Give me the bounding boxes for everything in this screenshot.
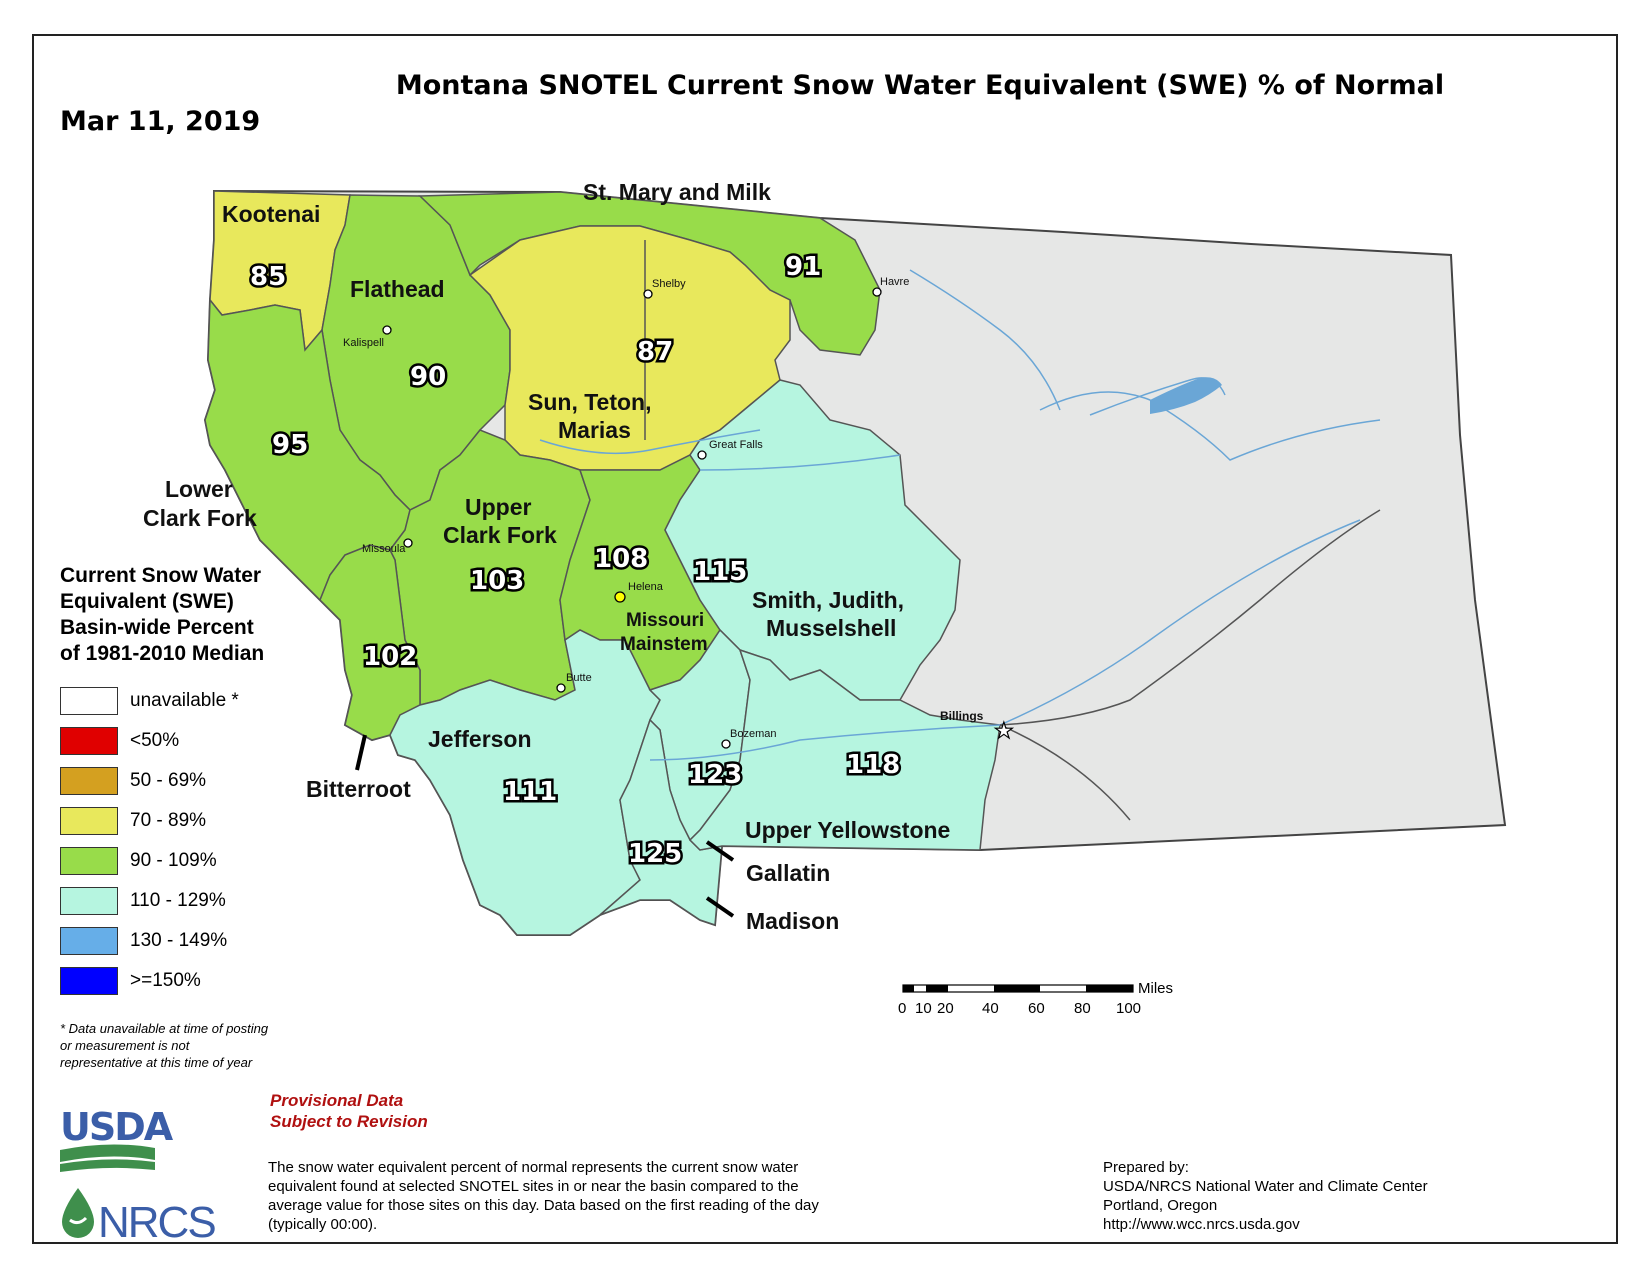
prepared-url[interactable]: http://www.wcc.nrcs.usda.gov	[1103, 1216, 1300, 1233]
scale-tick-20: 20	[937, 1000, 954, 1017]
prepared-line: USDA/NRCS National Water and Climate Cen…	[1103, 1178, 1428, 1195]
legend-label: 90 - 109%	[130, 850, 217, 871]
legend-swatch	[60, 847, 118, 875]
city-kalispell: Kalispell	[343, 337, 384, 349]
scale-bar: Miles 0 10 20 40 60 80 100	[898, 980, 1173, 1017]
label-flathead: Flathead	[350, 276, 445, 302]
value-bitterroot: 102	[363, 642, 417, 672]
legend-swatch	[60, 807, 118, 835]
legend-swatch	[60, 927, 118, 955]
fort-peck-reservoir	[1150, 377, 1222, 414]
legend-title-line: Basin-wide Percent	[60, 616, 254, 639]
map-frame	[32, 34, 1618, 1244]
scale-tick-10: 10	[915, 1000, 932, 1017]
usda-logo: USDA	[60, 1105, 176, 1172]
legend-label: 50 - 69%	[130, 770, 207, 791]
basin-bitterroot	[319, 544, 421, 741]
legend-title-line: Equivalent (SWE)	[60, 590, 234, 613]
label-jefferson: Jefferson	[428, 726, 532, 752]
label-lower-clark-fork-1: Lower	[165, 476, 233, 502]
label-upper-clark-fork-1: Upper	[465, 494, 532, 520]
value-flathead: 90	[410, 362, 446, 392]
label-kootenai: Kootenai	[222, 201, 320, 227]
prepared-by: Prepared by: USDA/NRCS National Water an…	[1103, 1158, 1428, 1234]
label-smith-judith-musselshell-2: Musselshell	[766, 615, 896, 641]
legend-label: <50%	[130, 730, 180, 751]
value-madison: 125	[628, 839, 682, 869]
provisional-line: Subject to Revision	[270, 1112, 428, 1131]
usda-logo-text: USDA	[60, 1105, 174, 1149]
label-upper-clark-fork-2: Clark Fork	[443, 522, 557, 548]
basin-upper-yellowstone	[688, 648, 1001, 851]
city-shelby: Shelby	[652, 278, 686, 290]
provisional-notice: Provisional Data Subject to Revision	[270, 1090, 428, 1132]
legend-swatch	[60, 887, 118, 915]
legend-swatch	[60, 727, 118, 755]
city-helena: Helena	[628, 581, 664, 593]
value-lower-clark-fork: 95	[272, 430, 308, 460]
prepared-line: Prepared by:	[1103, 1159, 1189, 1176]
value-missouri-mainstem: 108	[594, 544, 648, 574]
map-title: Montana SNOTEL Current Snow Water Equiva…	[395, 70, 1445, 101]
prepared-line: Portland, Oregon	[1103, 1197, 1218, 1214]
cities: Shelby Havre Kalispell Great Falls Misso…	[343, 276, 1014, 749]
city-butte: Butte	[566, 672, 592, 684]
label-madison: Madison	[746, 908, 839, 934]
label-missouri-mainstem-2: Mainstem	[620, 634, 708, 655]
basin-madison	[599, 718, 723, 927]
label-smith-judith-musselshell-1: Smith, Judith,	[752, 587, 904, 613]
label-missouri-mainstem-1: Missouri	[626, 610, 704, 631]
scale-tick-60: 60	[1028, 1000, 1045, 1017]
legend-swatch	[60, 687, 118, 715]
billings-star-icon: ★	[994, 719, 1014, 744]
scale-tick-100: 100	[1116, 1000, 1141, 1017]
city-great-falls: Great Falls	[709, 439, 763, 451]
legend-title-line: of 1981-2010 Median	[60, 642, 265, 665]
city-missoula: Missoula	[362, 543, 406, 555]
label-st-mary-milk: St. Mary and Milk	[583, 179, 771, 205]
legend-label: 130 - 149%	[130, 930, 228, 951]
legend-title: Current Snow Water Equivalent (SWE) Basi…	[60, 563, 264, 667]
legend-label: >=150%	[130, 970, 201, 991]
legend-label: unavailable *	[130, 690, 239, 711]
description: The snow water equivalent percent of nor…	[268, 1159, 819, 1233]
scale-tick-40: 40	[982, 1000, 999, 1017]
city-havre: Havre	[880, 276, 909, 288]
value-jefferson: 111	[503, 777, 557, 807]
value-gallatin: 123	[688, 760, 742, 790]
label-bitterroot: Bitterroot	[306, 776, 411, 802]
value-st-mary-milk: 91	[785, 252, 821, 282]
value-sun-teton-marias: 87	[637, 337, 673, 367]
value-kootenai: 85	[250, 262, 286, 292]
rivers	[539, 269, 1381, 761]
leader-lines	[355, 734, 735, 918]
label-upper-yellowstone: Upper Yellowstone	[745, 817, 950, 843]
scale-tick-0: 0	[898, 1000, 906, 1017]
legend-title-line: Current Snow Water	[60, 564, 262, 587]
value-smith-judith-musselshell: 115	[693, 557, 747, 587]
label-gallatin: Gallatin	[746, 860, 830, 886]
highways	[644, 240, 1381, 821]
city-bozeman: Bozeman	[730, 728, 776, 740]
water-drop-icon	[62, 1188, 94, 1238]
nrcs-logo: NRCS	[62, 1188, 217, 1247]
value-upper-yellowstone: 118	[846, 750, 900, 780]
legend-label: 110 - 129%	[130, 890, 226, 911]
label-sun-teton-marias-2: Marias	[558, 417, 631, 443]
city-billings: Billings	[940, 709, 984, 723]
provisional-line: Provisional Data	[270, 1091, 404, 1110]
legend-swatch	[60, 767, 118, 795]
label-lower-clark-fork-2: Clark Fork	[143, 505, 257, 531]
basin-smith-judith-musselshell	[664, 379, 961, 701]
label-sun-teton-marias-1: Sun, Teton,	[528, 389, 652, 415]
map-date: Mar 11, 2019	[60, 106, 261, 137]
nrcs-logo-text: NRCS	[98, 1198, 215, 1247]
value-upper-clark-fork: 103	[470, 566, 524, 596]
legend-swatch	[60, 967, 118, 995]
legend-label: 70 - 89%	[130, 810, 207, 831]
scale-unit: Miles	[1138, 980, 1173, 997]
legend-footnote: * Data unavailable at time of posting or…	[60, 1021, 269, 1070]
scale-tick-80: 80	[1074, 1000, 1091, 1017]
